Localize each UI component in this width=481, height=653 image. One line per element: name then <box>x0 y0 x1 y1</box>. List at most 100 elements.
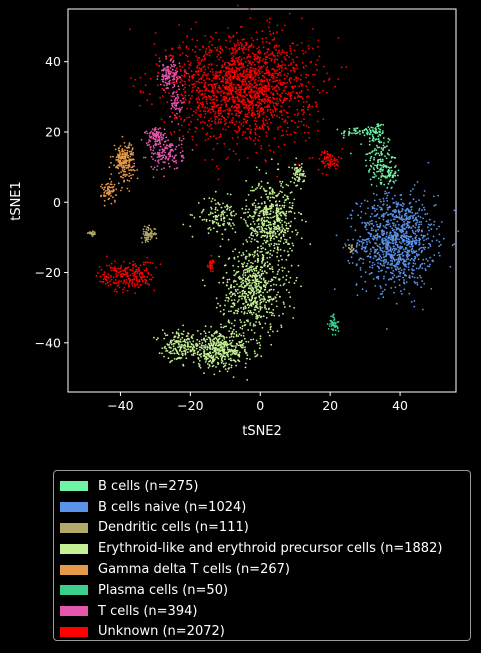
data-point <box>130 177 133 180</box>
data-point <box>245 48 248 51</box>
data-point <box>256 257 259 260</box>
data-point <box>204 112 207 115</box>
data-point <box>266 19 268 22</box>
data-point <box>206 347 209 349</box>
data-point <box>187 337 190 340</box>
data-point <box>142 156 145 159</box>
data-point <box>183 75 186 78</box>
data-point <box>151 152 153 155</box>
data-point <box>199 333 202 335</box>
data-point <box>263 111 265 114</box>
data-point <box>272 250 275 252</box>
data-point <box>184 353 187 356</box>
data-point <box>412 250 415 252</box>
data-point <box>244 305 247 308</box>
data-point <box>370 250 372 253</box>
data-point <box>208 45 210 48</box>
data-point <box>429 243 432 246</box>
data-point <box>154 152 157 155</box>
data-point <box>254 69 257 72</box>
data-point <box>278 204 281 207</box>
data-point <box>332 328 335 331</box>
data-point <box>233 286 236 288</box>
data-point <box>123 166 126 169</box>
data-point <box>188 67 190 69</box>
data-point <box>269 256 271 259</box>
data-point <box>178 343 180 346</box>
data-point <box>420 234 423 237</box>
data-point <box>203 96 206 99</box>
data-point <box>239 319 242 321</box>
data-point <box>372 246 375 249</box>
data-point <box>377 245 379 248</box>
data-point <box>283 221 286 224</box>
data-point <box>384 226 386 228</box>
data-point <box>251 76 254 79</box>
data-point <box>269 17 271 20</box>
data-point <box>397 258 400 260</box>
data-point <box>397 275 400 278</box>
data-point <box>255 280 257 283</box>
data-point <box>403 243 406 245</box>
data-point <box>246 269 249 272</box>
data-point <box>218 281 221 284</box>
data-point <box>233 359 236 362</box>
data-point <box>386 145 388 148</box>
data-point <box>238 121 241 124</box>
data-point <box>256 261 259 263</box>
data-point <box>269 235 272 237</box>
data-point <box>117 157 120 159</box>
data-point <box>216 349 219 352</box>
data-point <box>212 222 214 225</box>
data-point <box>390 287 393 289</box>
data-point <box>356 127 359 130</box>
data-point <box>241 280 244 282</box>
data-point <box>243 69 246 72</box>
data-point <box>205 353 207 355</box>
data-point <box>163 67 166 70</box>
data-point <box>245 199 248 202</box>
data-point <box>132 158 135 161</box>
data-point <box>270 217 272 219</box>
data-point <box>234 280 237 283</box>
data-point <box>377 228 379 231</box>
data-point <box>217 202 220 205</box>
data-point <box>386 231 388 234</box>
data-point <box>249 322 252 324</box>
data-point <box>169 151 172 154</box>
data-point <box>228 35 230 38</box>
data-point <box>402 281 405 284</box>
data-point <box>215 137 218 140</box>
data-point <box>391 227 393 230</box>
data-point <box>285 85 288 88</box>
data-point <box>379 263 382 266</box>
data-point <box>212 148 215 151</box>
data-point <box>399 275 401 277</box>
data-point <box>290 120 293 122</box>
data-point <box>146 99 149 101</box>
data-point <box>371 261 374 264</box>
data-point <box>102 188 105 191</box>
data-point <box>209 213 212 215</box>
data-point <box>238 129 240 132</box>
data-point <box>152 232 155 235</box>
series-7 <box>95 0 348 295</box>
data-point <box>273 225 275 228</box>
data-point <box>265 58 267 61</box>
data-point <box>331 333 334 336</box>
data-point <box>379 255 382 258</box>
data-point <box>361 130 364 132</box>
data-point <box>403 220 405 223</box>
data-point <box>153 166 156 169</box>
data-point <box>145 233 148 236</box>
data-point <box>395 268 398 271</box>
data-point <box>409 259 412 261</box>
data-point <box>217 341 220 344</box>
data-point <box>255 269 258 272</box>
data-point <box>208 219 211 222</box>
data-point <box>332 314 334 317</box>
data-point <box>301 174 304 177</box>
series-2 <box>86 224 355 254</box>
data-point <box>175 162 178 164</box>
data-point <box>385 246 387 249</box>
